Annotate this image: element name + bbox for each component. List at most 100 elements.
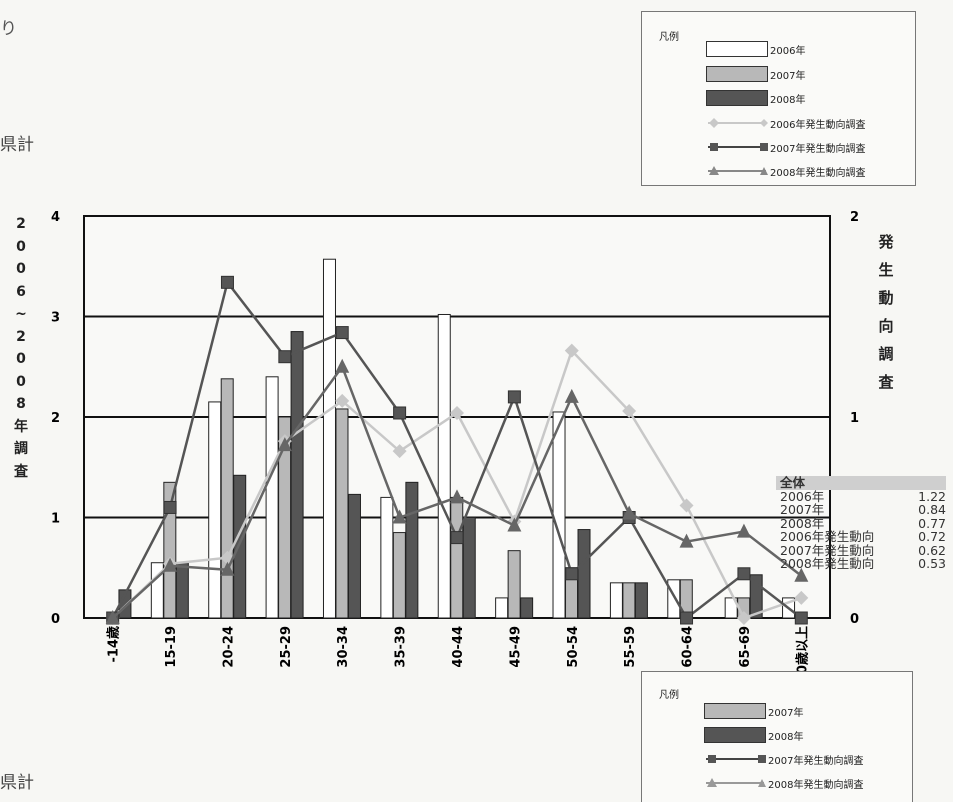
x-tick-label: 60-64	[681, 626, 696, 668]
bar-2007-swatch-icon	[704, 703, 766, 719]
summary-row: 2006年発生動向 0.72	[776, 529, 946, 545]
summary-row: 2007年 0.84	[776, 502, 946, 518]
y-tick-label: 0	[51, 612, 60, 627]
x-tick-label: 35-39	[394, 626, 409, 668]
y2-tick-label: 0	[850, 612, 859, 627]
point-2006年発生動向調査	[679, 498, 694, 513]
legend-item-2007: 2007年	[704, 702, 803, 720]
point-2008年発生動向調査	[794, 567, 809, 582]
bar-2006年	[380, 496, 394, 619]
square-line-icon	[708, 143, 768, 151]
point-2007年発生動向調査	[680, 611, 694, 625]
point-2007年発生動向調査	[163, 500, 177, 514]
bar-2008年	[347, 493, 361, 619]
bar-2008年	[405, 481, 419, 619]
legend-item-2008-survey: 2008年発生動向調査	[704, 774, 863, 792]
legend-item-2007-survey: 2007年発生動向調査	[704, 750, 863, 768]
bar-2006年	[208, 401, 222, 619]
bar-2008年	[175, 562, 189, 619]
bar-2007年	[220, 378, 234, 619]
point-2007年発生動向調査	[507, 390, 521, 404]
point-2008年発生動向調査	[163, 557, 178, 572]
summary-header: 全体	[776, 476, 946, 490]
point-2008年発生動向調査	[335, 358, 350, 373]
point-2007年発生動向調査	[220, 275, 234, 289]
legend-label: 2007年	[768, 707, 804, 719]
bar-2008年	[634, 582, 648, 619]
bar-2006-swatch-icon	[706, 41, 768, 57]
point-2006年発生動向調査	[622, 403, 637, 418]
bar-2007年	[335, 408, 349, 619]
legend-bottom-title: 凡例	[659, 690, 679, 701]
bar-2008年	[577, 529, 591, 619]
legend-item-2008: 2008年	[704, 726, 803, 744]
y-tick-label: 1	[51, 512, 60, 527]
bar-2008年	[462, 517, 476, 619]
bar-2006年	[609, 582, 623, 619]
y-tick-label: 4	[51, 210, 60, 225]
point-2008年発生動向調査	[564, 388, 579, 403]
summary-value: 0.62	[918, 542, 946, 558]
left-axis-title: 2006~2008年調査	[14, 216, 28, 480]
x-tick-label: 55-59	[623, 626, 638, 668]
legend-item-2008: 2008年	[706, 89, 805, 107]
point-2008年発生動向調査	[622, 505, 637, 520]
point-2007年発生動向調査	[565, 567, 579, 581]
legend-item-2006-survey: 2006年発生動向調査	[706, 114, 865, 132]
x-tick-label: -14歳	[106, 626, 122, 663]
summary-label: 2006年発生動向	[780, 529, 875, 545]
triangle-line-icon	[706, 778, 766, 787]
summary-label: 2007年	[780, 502, 825, 518]
x-tick-label: 15-19	[164, 626, 179, 668]
x-tick-label: 70歳以上	[794, 626, 810, 683]
point-2008年発生動向調査	[450, 489, 464, 504]
x-tick-label: 45-49	[508, 626, 523, 668]
bar-2008-swatch-icon	[706, 90, 768, 106]
point-2008年発生動向調査	[105, 610, 120, 624]
summary-label: 2008年	[780, 515, 825, 531]
legend-bottom: 凡例 2007年 2008年 2007年発生動向調査 2008年発生動向調査	[641, 671, 913, 802]
legend-label: 2006年発生動向調査	[770, 119, 866, 131]
point-2008年発生動向調査	[507, 517, 522, 532]
summary-row: 2008年発生動向 0.53	[776, 556, 946, 572]
page-text-fragment-top: り	[0, 19, 17, 39]
point-2007年発生動向調査	[393, 406, 407, 420]
legend-top-title: 凡例	[659, 32, 679, 43]
point-2007年発生動向調査	[335, 326, 349, 340]
triangle-line-icon	[708, 166, 768, 175]
square-line-icon	[706, 755, 766, 763]
legend-top: 凡例 2006年 2007年 2008年 2006年発生動向調査 2007年発生…	[641, 11, 916, 186]
point-2006年発生動向調査	[564, 343, 579, 358]
point-2008年発生動向調査	[277, 437, 292, 452]
x-tick-label: 40-44	[451, 626, 466, 668]
x-tick-label: 50-54	[566, 626, 581, 668]
summary-value: 0.77	[918, 515, 946, 531]
bar-2006年	[552, 411, 566, 619]
bar-2007年	[450, 496, 464, 619]
point-2006年発生動向調査	[392, 444, 407, 459]
bar-2007年	[392, 532, 406, 619]
bar-2007-swatch-icon	[706, 66, 768, 82]
point-2007年発生動向調査	[794, 611, 808, 625]
page-text-fragment-bottom: 県計	[0, 773, 34, 793]
bar-2006年	[322, 258, 336, 619]
point-2007年発生動向調査	[450, 531, 464, 545]
bar-2008年	[233, 474, 247, 619]
bar-2006年	[495, 597, 509, 619]
summary-label: 2007年発生動向	[780, 542, 875, 558]
legend-label: 2008年	[768, 731, 804, 743]
legend-item-2006: 2006年	[706, 40, 805, 58]
x-tick-label: 20-24	[221, 626, 236, 668]
x-tick-label: 30-34	[336, 626, 351, 668]
summary-label: 2008年発生動向	[780, 556, 875, 572]
y-tick-label: 2	[51, 411, 60, 426]
legend-label: 2007年発生動向調査	[768, 755, 864, 767]
legend-item-2007: 2007年	[706, 65, 805, 83]
point-2007年発生動向調査	[278, 350, 292, 364]
legend-label: 2008年発生動向調査	[768, 779, 864, 791]
x-tick-label: 65-69	[738, 626, 753, 668]
right-axis-title: 発生動向調査	[878, 233, 894, 391]
bar-2007年	[507, 550, 521, 619]
legend-label: 2008年	[770, 94, 806, 106]
summary-value: 0.72	[918, 529, 946, 545]
